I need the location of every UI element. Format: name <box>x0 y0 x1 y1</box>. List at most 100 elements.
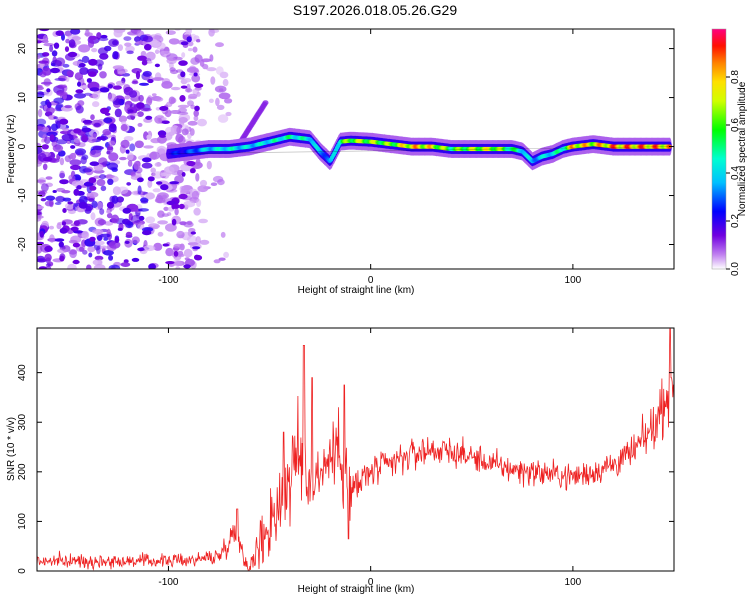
x-tick-label: 0 <box>368 275 374 286</box>
noise-blob <box>70 145 76 149</box>
noise-blob <box>89 161 100 166</box>
noise-blob <box>192 88 200 96</box>
noise-blob <box>218 92 231 100</box>
noise-blob <box>62 197 72 202</box>
noise-blob <box>191 74 201 83</box>
noise-blob <box>138 215 145 221</box>
noise-blob <box>156 135 167 144</box>
noise-blob <box>107 93 117 102</box>
noise-blob <box>215 97 220 107</box>
noise-blob <box>106 209 111 214</box>
noise-blob <box>49 234 55 243</box>
noise-blob <box>37 126 44 131</box>
noise-blob <box>84 92 92 96</box>
noise-blob <box>92 145 104 151</box>
noise-blob <box>104 112 111 116</box>
noise-blob <box>188 93 198 99</box>
noise-blob <box>171 260 183 267</box>
noise-blob <box>97 63 103 71</box>
noise-blob <box>124 42 132 47</box>
x-tick-label: 0 <box>368 577 374 588</box>
noise-blob <box>148 263 156 269</box>
noise-blob <box>190 33 197 43</box>
noise-blob <box>193 207 201 216</box>
noise-blob <box>67 263 77 269</box>
noise-blob <box>38 60 49 64</box>
noise-blob <box>131 236 140 244</box>
noise-blob <box>51 50 58 57</box>
noise-blob <box>87 39 95 48</box>
noise-blob <box>154 63 160 68</box>
y-tick-label: 0 <box>17 143 28 149</box>
noise-blob <box>57 248 68 254</box>
noise-blob <box>68 39 76 48</box>
noise-blob <box>185 29 192 36</box>
noise-blob <box>37 215 44 219</box>
noise-blob <box>152 188 161 193</box>
spectrogram-y-label: Frequency (Hz) <box>6 115 17 184</box>
noise-blob <box>193 109 199 117</box>
noise-blob <box>89 236 96 242</box>
noise-blob <box>75 89 84 94</box>
noise-blob <box>124 95 131 100</box>
noise-blob <box>46 131 58 137</box>
noise-blob <box>168 38 180 45</box>
noise-blob <box>97 47 108 55</box>
noise-blob <box>42 67 52 76</box>
noise-blob <box>38 266 47 269</box>
noise-blob <box>50 67 60 74</box>
noise-blob <box>187 120 198 126</box>
noise-blob <box>165 261 175 265</box>
noise-blob <box>49 134 55 141</box>
noise-blob <box>177 104 190 109</box>
noise-blob <box>45 176 53 180</box>
noise-blob <box>64 202 75 210</box>
noise-blob <box>69 152 77 160</box>
colorbar-gradient <box>711 28 727 270</box>
noise-blob <box>37 255 45 262</box>
noise-blob <box>153 242 163 251</box>
noise-blob <box>163 206 169 211</box>
x-tick-label: -100 <box>158 577 178 588</box>
noise-blob <box>201 58 212 63</box>
noise-blob <box>67 201 73 205</box>
noise-blob <box>165 247 174 257</box>
noise-blob <box>194 254 203 261</box>
noise-blob <box>193 72 198 77</box>
noise-blob <box>65 38 70 44</box>
noise-blob <box>42 35 48 44</box>
noise-blob <box>141 59 148 66</box>
noise-blob <box>45 263 52 267</box>
noise-blob <box>126 50 134 55</box>
noise-blob <box>112 186 121 196</box>
noise-blob <box>208 29 215 37</box>
noise-blob <box>138 208 149 212</box>
noise-blob <box>143 145 154 149</box>
noise-blob <box>79 195 88 205</box>
noise-blob <box>181 52 186 58</box>
noise-blob <box>140 200 149 204</box>
noise-blob <box>162 243 170 247</box>
noise-blob <box>186 160 196 167</box>
noise-blob <box>171 203 180 209</box>
noise-blob <box>186 36 192 43</box>
noise-blob <box>112 51 119 60</box>
noise-blob <box>178 203 185 210</box>
noise-blob <box>159 106 169 111</box>
noise-blob <box>54 238 65 242</box>
noise-blob <box>123 259 129 264</box>
noise-blob <box>81 127 92 133</box>
noise-blob <box>126 182 132 186</box>
noise-blob <box>120 124 128 132</box>
noise-blob <box>73 137 81 144</box>
noise-blob <box>103 117 113 124</box>
spectrogram-y-ticks: -20 -10 0 10 20 <box>17 43 674 252</box>
noise-blob <box>161 120 170 124</box>
noise-blob <box>73 220 80 227</box>
noise-blob <box>149 151 161 160</box>
noise-blob <box>87 246 96 253</box>
noise-blob <box>194 83 204 88</box>
noise-blob <box>79 67 89 75</box>
noise-blob <box>72 242 80 248</box>
